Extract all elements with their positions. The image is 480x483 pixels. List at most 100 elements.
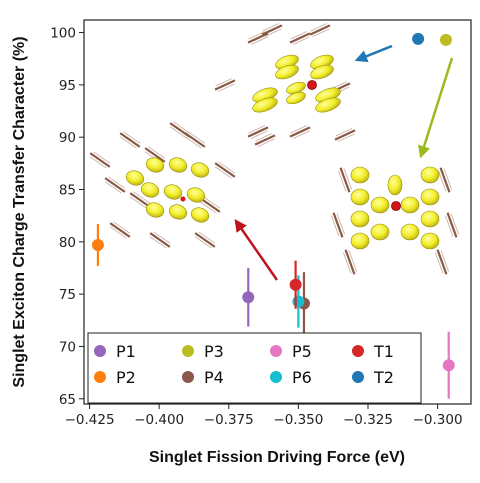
molecule-glyph (254, 133, 276, 147)
legend-marker-p3 (182, 345, 194, 357)
orbital-lobe (370, 196, 390, 214)
legend-label-p2: P2 (116, 368, 136, 387)
legend-label-p5: P5 (292, 342, 312, 361)
legend-marker-t2 (352, 371, 364, 383)
orbital-lobe (190, 207, 210, 223)
y-tick-label: 70 (59, 339, 76, 355)
molecule-glyph (261, 23, 283, 37)
y-axis-title: Singlet Exciton Charge Transfer Characte… (11, 36, 28, 387)
x-tick-label: −0.425 (65, 412, 115, 428)
legend-label-p6: P6 (292, 368, 312, 387)
legend-marker-t1 (352, 345, 364, 357)
orbital-lobe (275, 64, 299, 80)
x-tick-label: −0.400 (134, 412, 184, 428)
molecule-glyph (119, 131, 141, 149)
point-p3 (439, 33, 452, 46)
legend-label-p4: P4 (204, 368, 224, 387)
orbital-lobe (286, 91, 306, 105)
orbital-lobe (370, 223, 390, 241)
orbital-lobe (252, 97, 278, 113)
orbital-lobe (420, 232, 440, 250)
molecule-glyph (149, 231, 171, 249)
p3-arrow (418, 57, 454, 159)
orbital-lobe (350, 210, 370, 228)
legend-marker-p5 (270, 345, 282, 357)
point-p5 (442, 359, 455, 372)
orbital-lobe (145, 202, 165, 218)
y-tick-label: 65 (59, 392, 76, 408)
crystal-structure-insets (89, 23, 460, 275)
molecule-glyph (309, 23, 331, 37)
y-tick-label: 95 (59, 78, 76, 94)
orbital-lobe (350, 166, 370, 184)
orbital-lobe (420, 188, 440, 206)
molecule-glyph (434, 249, 450, 275)
orbital-lobe (163, 184, 183, 200)
y-tick-label: 75 (59, 287, 76, 303)
orbital-lobe (420, 166, 440, 184)
annotation-arrows (234, 44, 454, 281)
molecule-glyph (247, 31, 269, 45)
orbital-lobe (400, 223, 420, 241)
molecule-glyph (342, 249, 358, 275)
orbital-lobe (168, 157, 188, 173)
t1-arrow (234, 218, 279, 281)
orbital-lobe (400, 196, 420, 214)
point-p2 (91, 238, 104, 251)
molecule-glyph (247, 125, 269, 139)
molecule-glyph (104, 176, 126, 194)
central-atom (307, 80, 317, 90)
x-tick-label: −0.300 (413, 412, 463, 428)
legend-marker-p4 (182, 371, 194, 383)
molecule-glyph (289, 31, 311, 45)
molecule-glyph (89, 151, 111, 169)
molecule-glyph (444, 212, 460, 238)
orbital-lobe (315, 97, 341, 113)
molecule-glyph (334, 128, 356, 142)
molecule-glyph (337, 167, 353, 193)
y-tick-label: 85 (59, 183, 76, 199)
y-tick-label: 80 (59, 235, 76, 251)
orbital-lobe (350, 232, 370, 250)
orbital-lobe (140, 182, 160, 198)
molecule-glyph (214, 78, 236, 92)
point-p6 (292, 295, 305, 308)
x-tick-label: −0.375 (204, 412, 254, 428)
orbital-lobe (387, 174, 403, 196)
molecule-glyph (184, 131, 206, 149)
point-t1 (289, 278, 302, 291)
y-tick-label: 90 (59, 130, 76, 146)
x-tick-label: −0.325 (343, 412, 393, 428)
molecule-glyph (199, 196, 221, 214)
molecule-glyph (214, 161, 236, 179)
legend-marker-p1 (94, 345, 106, 357)
y-tick-label: 100 (50, 26, 76, 42)
molecule-glyph (194, 231, 216, 249)
orbital-lobe (310, 64, 334, 80)
orbital-lobe (125, 170, 145, 186)
legend-label-t1: T1 (373, 342, 394, 361)
central-atom (391, 201, 401, 211)
orbital-lobe (190, 162, 210, 178)
orbital-lobe (186, 187, 206, 203)
legend-label-p1: P1 (116, 342, 136, 361)
legend: P1 P2 P3 P4 P5 P6 T1 T2 (94, 342, 394, 387)
central-atom-small (180, 196, 186, 202)
molecule-glyph (109, 221, 131, 239)
t2-arrow (354, 44, 393, 63)
legend-marker-p2 (94, 371, 106, 383)
x-axis-ticks: −0.425 −0.400 −0.375 −0.350 −0.325 −0.300 (65, 404, 463, 428)
point-t2 (412, 32, 425, 45)
molecule-glyph (437, 167, 453, 193)
orbital-lobe (350, 188, 370, 206)
y-axis-ticks: 65 70 75 80 85 90 95 100 (50, 26, 84, 408)
orbital-lobe (145, 157, 165, 173)
legend-box (87, 332, 422, 404)
x-tick-label: −0.350 (273, 412, 323, 428)
legend-marker-p6 (270, 371, 282, 383)
molecule-glyph (289, 125, 311, 139)
molecule-glyph (330, 212, 346, 238)
point-p1 (242, 291, 255, 304)
orbital-lobe (168, 204, 188, 220)
